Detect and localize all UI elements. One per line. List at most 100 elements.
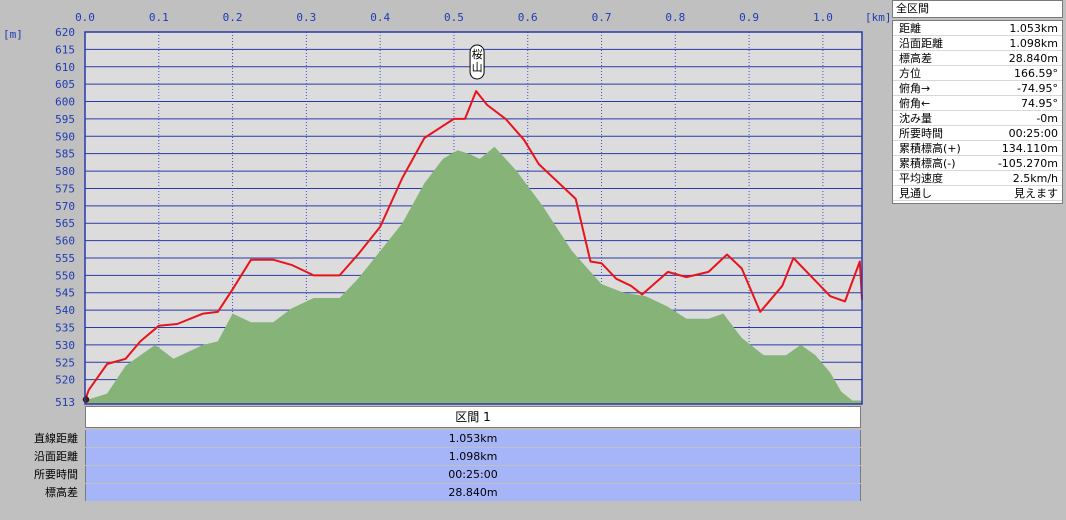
info-value: 74.95° bbox=[1021, 97, 1058, 110]
y-tick-label: 575 bbox=[55, 182, 75, 195]
info-row: 俯角→ -74.95° bbox=[893, 81, 1062, 96]
info-value: -74.95° bbox=[1017, 82, 1058, 95]
info-row: 方位 166.59° bbox=[893, 66, 1062, 81]
x-tick-label: 0.4 bbox=[370, 11, 390, 24]
y-axis-unit: [m] bbox=[3, 28, 23, 41]
info-row: 見通し 見えます bbox=[893, 186, 1062, 201]
info-row: 距離 1.053km bbox=[893, 21, 1062, 36]
info-row: 沿面距離 1.098km bbox=[893, 36, 1062, 51]
info-value: 134.110m bbox=[1001, 142, 1058, 155]
y-tick-label: 580 bbox=[55, 165, 75, 178]
summary-label: 標高差 bbox=[45, 486, 78, 499]
terrain-area bbox=[85, 146, 862, 404]
info-label: 俯角← bbox=[899, 97, 931, 110]
y-tick-label: 570 bbox=[55, 200, 75, 213]
info-value: -105.270m bbox=[997, 157, 1058, 170]
y-tick-label: 590 bbox=[55, 130, 75, 143]
x-tick-label: 0.1 bbox=[149, 11, 169, 24]
info-value: 1.098km bbox=[1009, 37, 1058, 50]
section-summary: 直線距離 1.053km 沿面距離 1.098km 所要時間 00:25:00 … bbox=[0, 430, 862, 506]
y-tick-label: 525 bbox=[55, 356, 75, 369]
summary-label: 所要時間 bbox=[34, 468, 78, 481]
x-axis-ticks: 0.0 0.1 0.2 0.3 0.4 0.5 0.6 0.7 0.8 0.9 1.0 bbox=[75, 11, 833, 24]
info-value: -0m bbox=[1036, 112, 1058, 125]
info-row: 平均速度 2.5km/h bbox=[893, 171, 1062, 186]
summary-label: 直線距離 bbox=[34, 432, 78, 445]
start-marker[interactable] bbox=[82, 396, 90, 403]
y-tick-label: 535 bbox=[55, 322, 75, 335]
y-tick-label: 595 bbox=[55, 113, 75, 126]
x-tick-label: 0.0 bbox=[75, 11, 95, 24]
y-tick-label: 620 bbox=[55, 26, 75, 39]
x-tick-label: 0.8 bbox=[665, 11, 685, 24]
y-tick-label: 530 bbox=[55, 339, 75, 352]
info-row: 俯角← 74.95° bbox=[893, 96, 1062, 111]
peak-label-char: 山 bbox=[472, 61, 483, 74]
info-label: 標高差 bbox=[899, 52, 932, 65]
summary-row: 所要時間 00:25:00 bbox=[0, 466, 862, 483]
info-row: 累積標高(+) 134.110m bbox=[893, 141, 1062, 156]
section-header[interactable]: 区間 1 bbox=[85, 406, 861, 428]
y-axis-ticks: 513 520 525 530 535 540 545 550 555 560 565 570 575 5… bbox=[55, 26, 75, 409]
info-panel-title[interactable]: 全区間 bbox=[892, 0, 1063, 18]
peak-label-box bbox=[469, 44, 485, 80]
info-row: 沈み量 -0m bbox=[893, 111, 1062, 126]
info-value: 1.053km bbox=[1009, 22, 1058, 35]
y-tick-label: 520 bbox=[55, 374, 75, 387]
section-title: 区間 1 bbox=[455, 410, 491, 424]
info-value: 2.5km/h bbox=[1012, 172, 1058, 185]
info-row: 標高差 28.840m bbox=[893, 51, 1062, 66]
info-label: 距離 bbox=[899, 22, 921, 35]
y-tick-label: 605 bbox=[55, 78, 75, 91]
info-label: 所要時間 bbox=[899, 127, 943, 140]
info-panel: 全区間 距離 1.053km 沿面距離 1.098km 標高差 28.840m 方位 1… bbox=[892, 0, 1063, 204]
info-label: 累積標高(+) bbox=[899, 142, 961, 155]
peak-annotation: 桜山 bbox=[469, 44, 485, 80]
info-value: 見えます bbox=[1014, 187, 1058, 200]
info-label: 方位 bbox=[899, 67, 921, 80]
x-tick-label: 0.9 bbox=[739, 11, 759, 24]
info-row: 所要時間 00:25:00 bbox=[893, 126, 1062, 141]
info-label: 沈み量 bbox=[899, 112, 932, 125]
x-tick-label: 0.7 bbox=[592, 11, 612, 24]
info-label: 俯角→ bbox=[899, 82, 931, 95]
summary-value: 00:25:00 bbox=[85, 466, 861, 483]
route-line bbox=[84, 90, 863, 401]
info-table: 距離 1.053km 沿面距離 1.098km 標高差 28.840m 方位 166.5… bbox=[892, 20, 1063, 204]
summary-row: 直線距離 1.053km bbox=[0, 430, 862, 447]
y-tick-label: 540 bbox=[55, 304, 75, 317]
info-value: 00:25:00 bbox=[1008, 127, 1058, 140]
y-tick-label: 600 bbox=[55, 96, 75, 109]
x-axis-unit: [km] bbox=[865, 11, 892, 24]
summary-value: 1.053km bbox=[85, 430, 861, 447]
y-tick-label: 550 bbox=[55, 269, 75, 282]
info-row: 累積標高(-) -105.270m bbox=[893, 156, 1062, 171]
x-tick-label: 0.5 bbox=[444, 11, 464, 24]
summary-value: 28.840m bbox=[85, 484, 861, 501]
summary-row: 標高差 28.840m bbox=[0, 484, 862, 501]
info-label: 見通し bbox=[899, 187, 932, 200]
y-tick-label: 545 bbox=[55, 287, 75, 300]
y-tick-label: 615 bbox=[55, 43, 75, 56]
info-label: 平均速度 bbox=[899, 172, 943, 185]
summary-value: 1.098km bbox=[85, 448, 861, 465]
x-tick-label: 0.2 bbox=[223, 11, 243, 24]
x-tick-label: 0.3 bbox=[296, 11, 316, 24]
info-value: 166.59° bbox=[1014, 67, 1058, 80]
summary-row: 沿面距離 1.098km bbox=[0, 448, 862, 465]
x-tick-label: 0.6 bbox=[518, 11, 538, 24]
plot-frame bbox=[84, 31, 863, 405]
x-tick-label: 1.0 bbox=[813, 11, 833, 24]
info-label: 累積標高(-) bbox=[899, 157, 956, 170]
y-tick-label: 610 bbox=[55, 61, 75, 74]
y-tick-label: 585 bbox=[55, 148, 75, 161]
y-tick-label: 555 bbox=[55, 252, 75, 265]
y-tick-label: 565 bbox=[55, 217, 75, 230]
y-tick-label: 513 bbox=[55, 396, 75, 409]
peak-label-char: 桜 bbox=[472, 47, 483, 61]
info-label: 沿面距離 bbox=[899, 37, 943, 50]
y-tick-label: 560 bbox=[55, 235, 75, 248]
summary-label: 沿面距離 bbox=[34, 450, 78, 463]
info-value: 28.840m bbox=[1008, 52, 1058, 65]
